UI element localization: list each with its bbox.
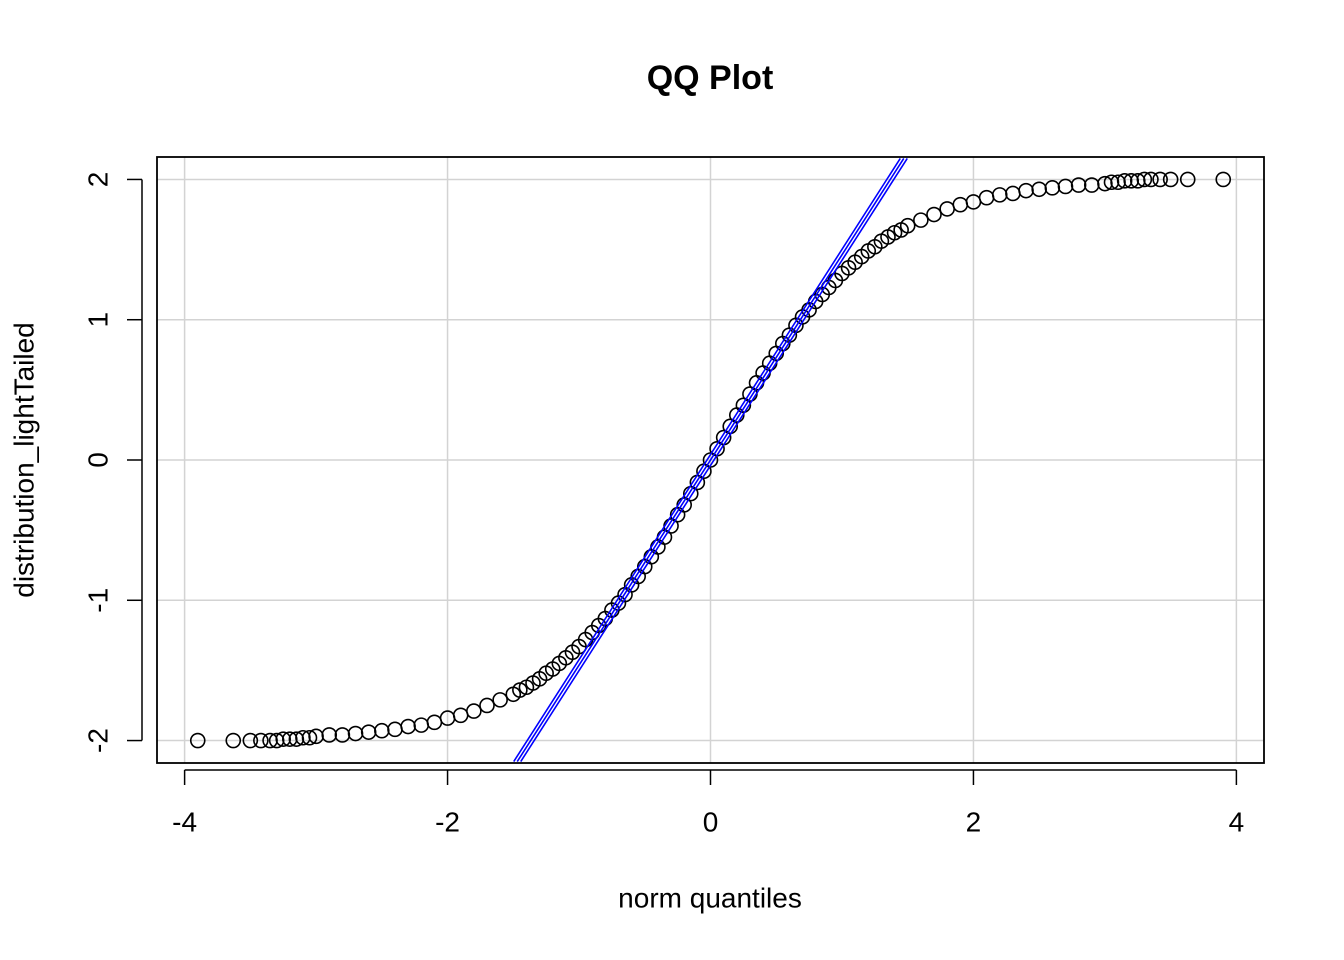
point <box>899 217 916 234</box>
point <box>1116 173 1133 189</box>
point <box>1215 171 1232 188</box>
point <box>189 732 206 749</box>
point <box>1070 177 1087 193</box>
point <box>1152 171 1168 188</box>
point <box>242 732 259 749</box>
y-axis-label: distribution_lightTailed <box>8 322 39 598</box>
point <box>702 452 719 468</box>
x-tick-label: 4 <box>1229 806 1245 837</box>
plot-frame <box>156 156 1265 764</box>
reference-line <box>520 157 908 763</box>
y-tick-label: -2 <box>82 728 113 753</box>
point <box>275 731 292 747</box>
reference-line <box>513 157 901 763</box>
point <box>321 727 338 743</box>
point <box>1162 171 1179 188</box>
y-tick-label: -1 <box>82 588 113 613</box>
point <box>926 206 942 223</box>
point <box>466 703 482 719</box>
y-tick-label: 1 <box>82 312 113 328</box>
point <box>735 397 752 414</box>
x-tick-label: 0 <box>703 806 719 837</box>
point <box>1179 171 1196 188</box>
x-tick-label: -4 <box>172 806 197 837</box>
x-tick-label: -2 <box>435 806 460 837</box>
x-tick-label: 2 <box>966 806 982 837</box>
point <box>301 729 318 746</box>
point <box>225 732 242 749</box>
point <box>1136 171 1153 188</box>
point <box>913 212 929 228</box>
point <box>492 692 508 708</box>
y-tick-label: 0 <box>82 452 113 468</box>
point <box>1143 171 1159 188</box>
reference-line <box>516 157 905 763</box>
y-tick-label: 2 <box>82 172 113 188</box>
point <box>253 732 269 749</box>
point <box>479 697 495 714</box>
point <box>676 497 693 513</box>
x-axis-label: norm quantiles <box>618 882 802 913</box>
chart-title: QQ Plot <box>647 59 774 97</box>
